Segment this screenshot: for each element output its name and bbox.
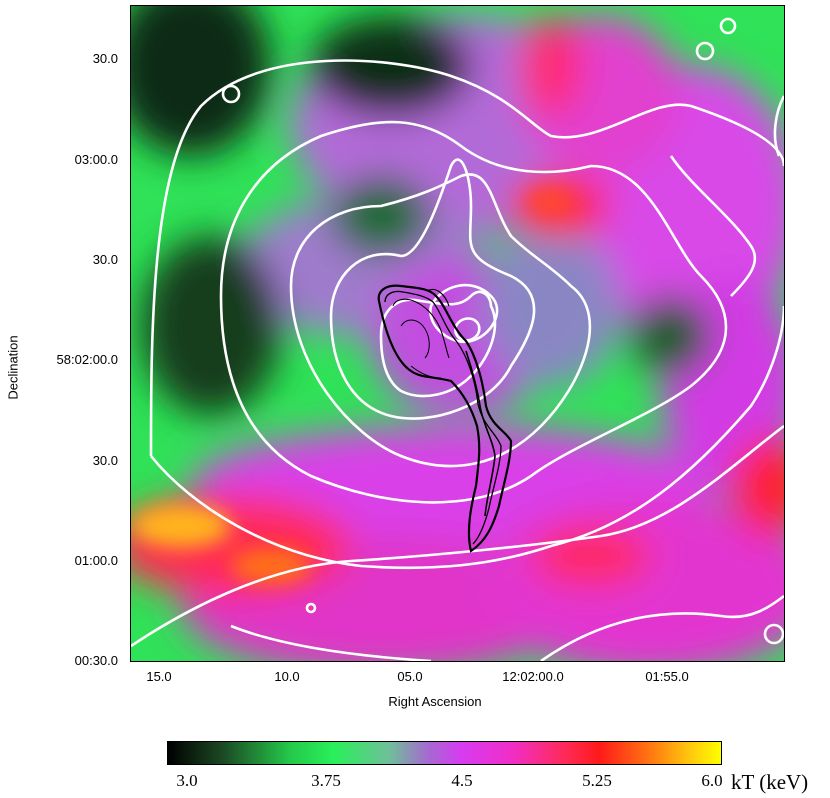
xray-contours xyxy=(131,17,784,661)
dec-tick-label: 01:00.0 xyxy=(74,553,118,568)
dec-tick-label: 00:30.0 xyxy=(74,653,118,668)
dec-tick-label: 30.0 xyxy=(92,252,118,267)
ra-tick-label: 15.0 xyxy=(146,669,172,684)
temperature-map xyxy=(130,5,785,662)
temperature-colorbar xyxy=(167,741,722,765)
colorbar-unit-label: kT (keV) xyxy=(731,770,809,794)
radio-contours xyxy=(377,284,513,553)
y-axis-label: Declination xyxy=(5,335,21,400)
ra-tick-label: 12:02:00.0 xyxy=(502,669,564,684)
dec-tick-label: 30.0 xyxy=(92,453,118,468)
dec-tick-label: 58:02:00.0 xyxy=(56,352,118,367)
ra-tick-label: 01:55.0 xyxy=(645,669,689,684)
colorbar-tick-label: 3.75 xyxy=(311,771,341,790)
ra-tick-label: 10.0 xyxy=(274,669,300,684)
dec-tick-label: 03:00.0 xyxy=(74,152,118,167)
x-axis-label: Right Ascension xyxy=(388,694,482,709)
temperature-map-image xyxy=(131,6,784,661)
colorbar-tick-label: 5.25 xyxy=(582,771,612,790)
ra-tick-label: 05.0 xyxy=(397,669,423,684)
colorbar-tick-label: 3.0 xyxy=(176,771,198,790)
colorbar-tick-label: 6.0 xyxy=(701,771,723,790)
dec-tick-label: 30.0 xyxy=(92,51,118,66)
colorbar-tick-label: 4.5 xyxy=(451,771,473,790)
